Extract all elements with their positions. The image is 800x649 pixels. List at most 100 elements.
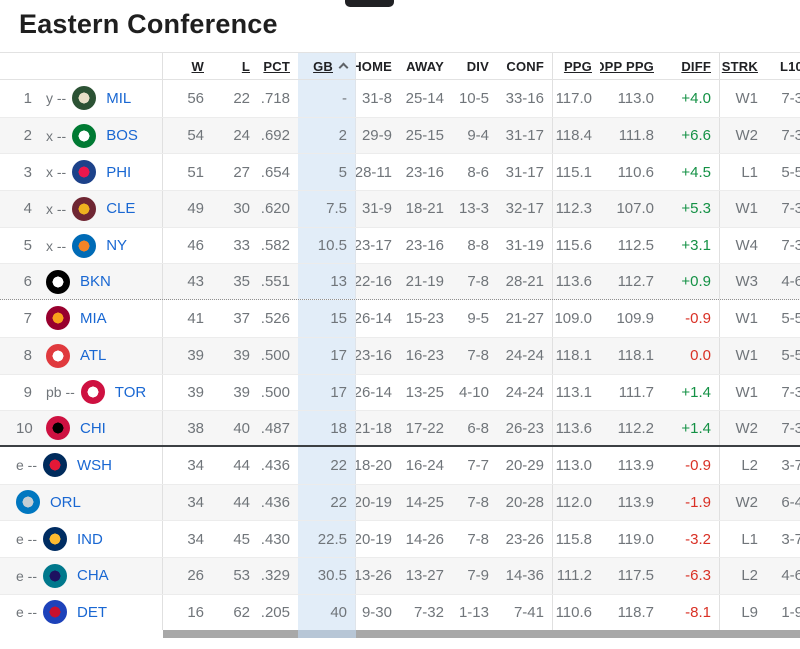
header-gb[interactable]: GB bbox=[298, 53, 356, 79]
horizontal-scrollbar-thumb[interactable] bbox=[163, 630, 800, 638]
cell-div: 7-8 bbox=[467, 347, 489, 365]
row-ny: 5 x -- NY 46 33 .582 10.5 23-17 23-16 8-8 31-19 115… bbox=[0, 226, 800, 264]
team-cell: e -- IND bbox=[0, 521, 163, 557]
cell-pct: .692 bbox=[260, 127, 290, 145]
header-pct[interactable]: PCT bbox=[258, 53, 298, 79]
team-link[interactable]: PHI bbox=[106, 163, 132, 181]
header-label-l[interactable]: L bbox=[241, 58, 250, 74]
cell-home: 22-16 bbox=[356, 273, 392, 291]
cell-diff: -3.2 bbox=[662, 521, 720, 557]
cell-opp_ppg: 117.5 bbox=[617, 567, 654, 585]
header-strk[interactable]: STRK bbox=[720, 53, 766, 79]
cell-w: 38 bbox=[187, 419, 204, 437]
cell-w: 41 bbox=[187, 309, 204, 327]
cell-away: 14-25 bbox=[405, 493, 444, 511]
team-link[interactable]: ORL bbox=[50, 493, 81, 511]
cell-l: 40 bbox=[233, 419, 250, 437]
header-label-w[interactable]: W bbox=[191, 58, 204, 74]
header-w[interactable]: W bbox=[163, 53, 212, 79]
header-label-pct[interactable]: PCT bbox=[263, 58, 290, 74]
cell-pct: .551 bbox=[260, 273, 290, 291]
cell-opp_ppg: 110.6 bbox=[617, 163, 654, 181]
row-det: e -- DET 16 62 .205 40 9-30 7-32 1-13 7-41 110.6 11… bbox=[0, 593, 800, 631]
clinch-prefix-label: e -- bbox=[16, 457, 37, 474]
team-link[interactable]: WSH bbox=[77, 456, 112, 474]
team-link[interactable]: MIL bbox=[106, 89, 132, 107]
cell-conf: 21-27 bbox=[497, 300, 553, 337]
cell-pct: .620 bbox=[260, 200, 290, 218]
cell-opp_ppg: 112.7 bbox=[617, 273, 654, 291]
row-chi: 10 CHI 38 40 .487 18 21-18 17-22 6-8 26-23 113.6 11… bbox=[0, 410, 800, 447]
team-cell: 7 MIA bbox=[0, 300, 163, 337]
cell-gb: 2 bbox=[298, 117, 356, 154]
cell-gb: 17 bbox=[298, 374, 356, 411]
cell-opp_ppg: 109.9 bbox=[616, 309, 654, 327]
cell-away: 25-15 bbox=[405, 127, 444, 145]
cell-div: 13-3 bbox=[458, 200, 489, 218]
cell-diff: +0.9 bbox=[662, 264, 720, 300]
cell-l10: 6-4 bbox=[781, 493, 800, 511]
team-link[interactable]: CLE bbox=[106, 200, 136, 218]
header-label-ppg[interactable]: PPG bbox=[563, 58, 592, 74]
cell-gb: 5 bbox=[298, 154, 356, 191]
cell-l10: 7-3 bbox=[781, 127, 800, 145]
row-orl: ORL 34 44 .436 22 20-19 14-25 7-8 20-28 112.0 113.… bbox=[0, 483, 800, 521]
cell-away: 13-25 bbox=[405, 383, 444, 401]
cell-ppg: 112.0 bbox=[555, 493, 592, 511]
table-header-row: W L PCT GB HOME AWAY DIV CONF PPG OPP PPG DIFF STRK… bbox=[0, 52, 800, 80]
cell-strk: W4 bbox=[735, 237, 759, 255]
cell-div: 1-13 bbox=[458, 603, 489, 621]
header-label-strk[interactable]: STRK bbox=[721, 58, 758, 74]
team-link[interactable]: MIA bbox=[80, 309, 107, 327]
cell-ppg: 113.6 bbox=[555, 273, 592, 291]
cell-diff: -8.1 bbox=[662, 594, 720, 631]
bkn-team-logo-icon bbox=[46, 269, 70, 294]
header-diff[interactable]: DIFF bbox=[662, 53, 720, 79]
cell-opp_ppg: 111.7 bbox=[618, 383, 654, 401]
clinch-prefix-label: x -- bbox=[46, 164, 67, 181]
cell-l: 22 bbox=[233, 89, 250, 107]
cell-w: 39 bbox=[187, 347, 204, 365]
team-link[interactable]: IND bbox=[77, 530, 103, 548]
team-link[interactable]: BOS bbox=[106, 127, 138, 145]
bos-team-logo-icon bbox=[72, 123, 97, 148]
cell-w: 34 bbox=[187, 456, 204, 474]
header-l[interactable]: L bbox=[212, 53, 258, 79]
team-link[interactable]: TOR bbox=[114, 383, 147, 401]
cell-conf: 7-41 bbox=[497, 594, 553, 631]
header-label-gb[interactable]: GB bbox=[313, 58, 333, 74]
rank-label: 7 bbox=[23, 309, 32, 327]
team-link[interactable]: NY bbox=[106, 237, 128, 255]
cell-conf: 32-17 bbox=[497, 191, 553, 227]
chi-team-logo-icon bbox=[46, 416, 70, 441]
team-link[interactable]: CHI bbox=[80, 419, 106, 437]
header-opp_ppg[interactable]: OPP PPG bbox=[600, 53, 662, 79]
cell-strk: W1 bbox=[735, 347, 759, 365]
cell-div: 7-7 bbox=[467, 456, 489, 474]
ny-team-logo-icon bbox=[72, 233, 97, 258]
wsh-team-logo-icon bbox=[43, 453, 67, 478]
header-ppg[interactable]: PPG bbox=[553, 53, 600, 79]
cell-ppg: 118.1 bbox=[555, 347, 592, 365]
row-atl: 8 ATL 39 39.500 17 23-16 16-23 7-8 24-24 118.1 118… bbox=[0, 336, 800, 374]
cell-l10: 1-9 bbox=[781, 603, 800, 621]
row-tor: 9 pb -- TOR 39 39.500 17 26-14 13-25 4-10 24-24 11… bbox=[0, 373, 800, 411]
cell-div: 10-5 bbox=[458, 89, 489, 107]
team-link[interactable]: DET bbox=[77, 603, 107, 621]
cell-diff: +1.4 bbox=[662, 411, 720, 445]
header-label-away: AWAY bbox=[406, 58, 444, 74]
cell-diff: +4.0 bbox=[662, 80, 720, 117]
team-link[interactable]: BKN bbox=[80, 273, 111, 291]
header-label-diff[interactable]: DIFF bbox=[681, 58, 711, 74]
team-link[interactable]: CHA bbox=[77, 567, 109, 585]
header-label-opp_ppg[interactable]: OPP PPG bbox=[600, 58, 654, 74]
cell-div: 8-6 bbox=[467, 163, 489, 181]
clinch-prefix-label: e -- bbox=[16, 531, 37, 548]
cell-ppg: 112.3 bbox=[555, 200, 592, 218]
cell-l: 30 bbox=[233, 200, 250, 218]
clinch-prefix-label: x -- bbox=[46, 237, 67, 254]
cell-w: 43 bbox=[187, 273, 204, 291]
cell-gb: 15 bbox=[298, 300, 356, 337]
team-link[interactable]: ATL bbox=[80, 347, 107, 365]
